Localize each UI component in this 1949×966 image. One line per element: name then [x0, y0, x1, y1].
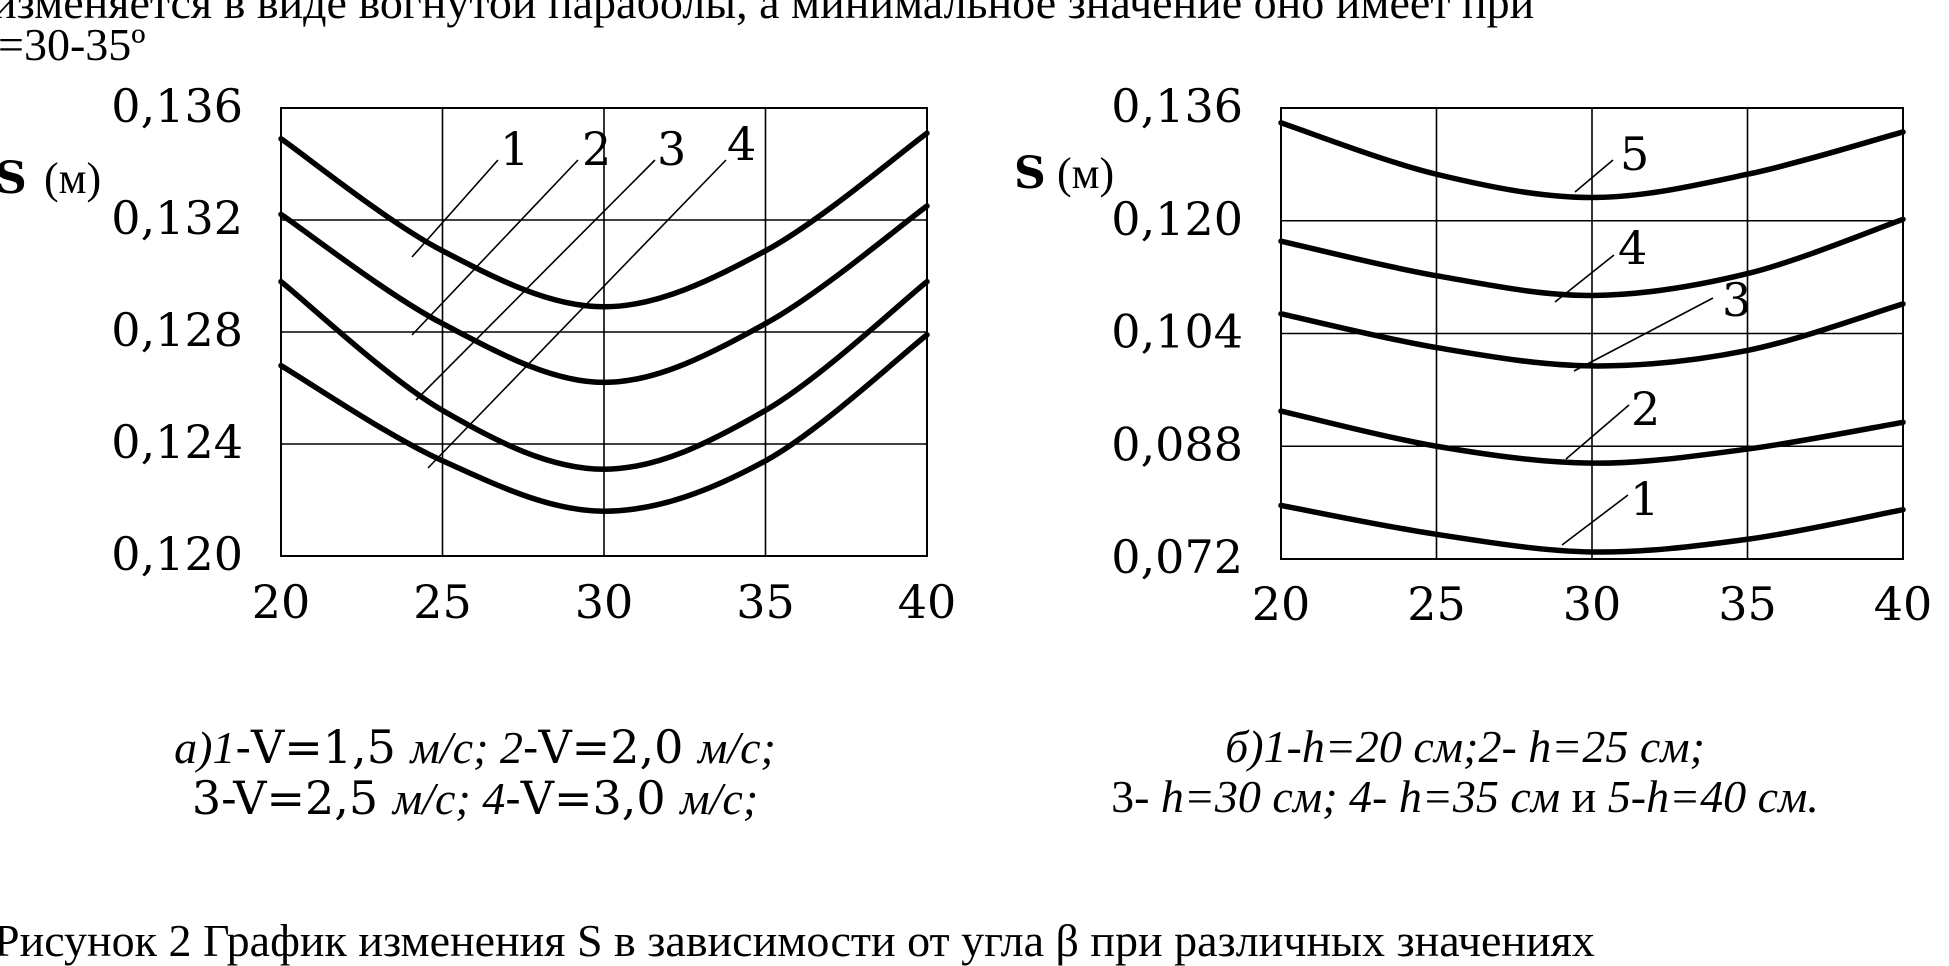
caption-b-part: 3- [1111, 771, 1161, 822]
curve-number-label: 5 [1620, 127, 1649, 181]
y-tick-label: 0,072 [1111, 530, 1243, 584]
chart-b-caption-line-1: б)1-h=20 см;2- h=25 см; [1225, 721, 1705, 772]
caption-a-part: 3-V=2,5 [191, 771, 393, 825]
curve-number-label: 4 [1618, 221, 1647, 275]
caption-b-part: 5-h=40 см. [1607, 771, 1819, 822]
y-axis-label-unit: (м) [1057, 149, 1114, 198]
curve-series-4 [278, 332, 930, 514]
curve-leader-line [1574, 159, 1614, 193]
curve-series-2 [278, 203, 930, 386]
x-tick-label: 30 [575, 575, 634, 629]
curve-series-1 [278, 130, 930, 310]
caption-a-part: м/с; 2 [410, 722, 523, 773]
curve-number-label: 3 [1722, 273, 1751, 327]
x-tick-label: 20 [252, 575, 311, 629]
y-tick-label: 0,128 [111, 303, 243, 357]
body-text-bottom: Рисунок 2 График изменения S в зависимос… [0, 915, 1595, 966]
y-tick-label: 0,132 [111, 191, 243, 245]
y-tick-label: 0,088 [1111, 417, 1243, 471]
x-tick-label: 35 [1718, 577, 1777, 631]
caption-b-part: h=30 см; 4- h=35 см [1160, 771, 1561, 822]
caption-a-part: -V=3,0 [505, 771, 681, 825]
y-tick-label: 0,120 [1111, 192, 1243, 246]
curve-leader-line [411, 159, 499, 258]
curve-leader-line [1561, 494, 1629, 546]
curve-series-3 [278, 278, 930, 472]
chart-b-caption: б)1-h=20 см;2- h=25 см; 3- h=30 см; 4- h… [990, 722, 1940, 822]
curve-number-label: 1 [1630, 472, 1659, 526]
curve-leader-line [1573, 297, 1714, 372]
x-tick-label: 20 [1252, 577, 1311, 631]
chart-a: 20 25 30 35 40 0,120 0,124 0,128 0,132 0,136 S (м) 1… [0, 79, 956, 629]
curve-number-label: 3 [657, 122, 686, 176]
x-tick-label: 30 [1563, 577, 1622, 631]
chart-a-caption: а)1-V=1,5 м/с; 2-V=2,0 м/с; 3-V=2,5 м/с;… [0, 722, 950, 824]
caption-b-part: и [1560, 771, 1608, 822]
chart-a-caption-line-1: а)1-V=1,5 м/с; 2-V=2,0 м/с; [0, 722, 950, 773]
caption-a-part: м/с; [680, 773, 759, 824]
curve-number-label: 2 [1631, 382, 1660, 436]
caption-a-part: м/с; 4 [392, 773, 506, 824]
y-axis-label-symbol: S [1014, 148, 1046, 199]
curve-series-3 [1278, 301, 1906, 369]
curve-series-2 [1278, 408, 1906, 466]
caption-a-part: а)1 [174, 722, 236, 773]
curve-number-label: 1 [500, 122, 529, 176]
curve-leader-line [1565, 404, 1630, 460]
body-text-top: изменяется в виде вогнутой параболы, а м… [0, 0, 1535, 28]
curve-leader-line [1554, 254, 1615, 303]
y-tick-label: 0,124 [111, 415, 243, 469]
y-axis-label-unit: (м) [44, 154, 101, 203]
curve-leader-line [427, 159, 727, 469]
curve-series-5 [1278, 120, 1906, 201]
y-tick-label: 0,104 [1111, 305, 1243, 359]
chart-b-caption-line-2: 3- h=30 см; 4- h=35 см и 5-h=40 см. [990, 772, 1940, 822]
curve-series-1 [1278, 502, 1906, 555]
caption-a-part: м/с; [698, 722, 776, 773]
x-tick-label: 40 [1874, 577, 1933, 631]
curve-number-label: 2 [582, 122, 611, 176]
y-tick-label: 0,136 [1111, 79, 1243, 133]
y-axis-label-symbol: S [0, 153, 27, 204]
caption-a-part: -V=2,0 [522, 720, 698, 774]
curve-number-label: 4 [727, 117, 756, 171]
curve-leader-line [415, 159, 656, 401]
x-tick-label: 25 [1407, 577, 1466, 631]
y-tick-label: 0,120 [111, 527, 243, 581]
curve-leader-line [411, 159, 579, 336]
chart-a-caption-line-2: 3-V=2,5 м/с; 4-V=3,0 м/с; [0, 773, 950, 824]
curve-series-4 [1278, 216, 1906, 299]
x-tick-label: 40 [898, 575, 957, 629]
caption-a-part: -V=1,5 [235, 720, 411, 774]
body-text-top-continuation: =30-35º [0, 19, 146, 70]
y-tick-label: 0,136 [111, 79, 243, 133]
x-tick-label: 25 [413, 575, 472, 629]
x-tick-label: 35 [736, 575, 795, 629]
